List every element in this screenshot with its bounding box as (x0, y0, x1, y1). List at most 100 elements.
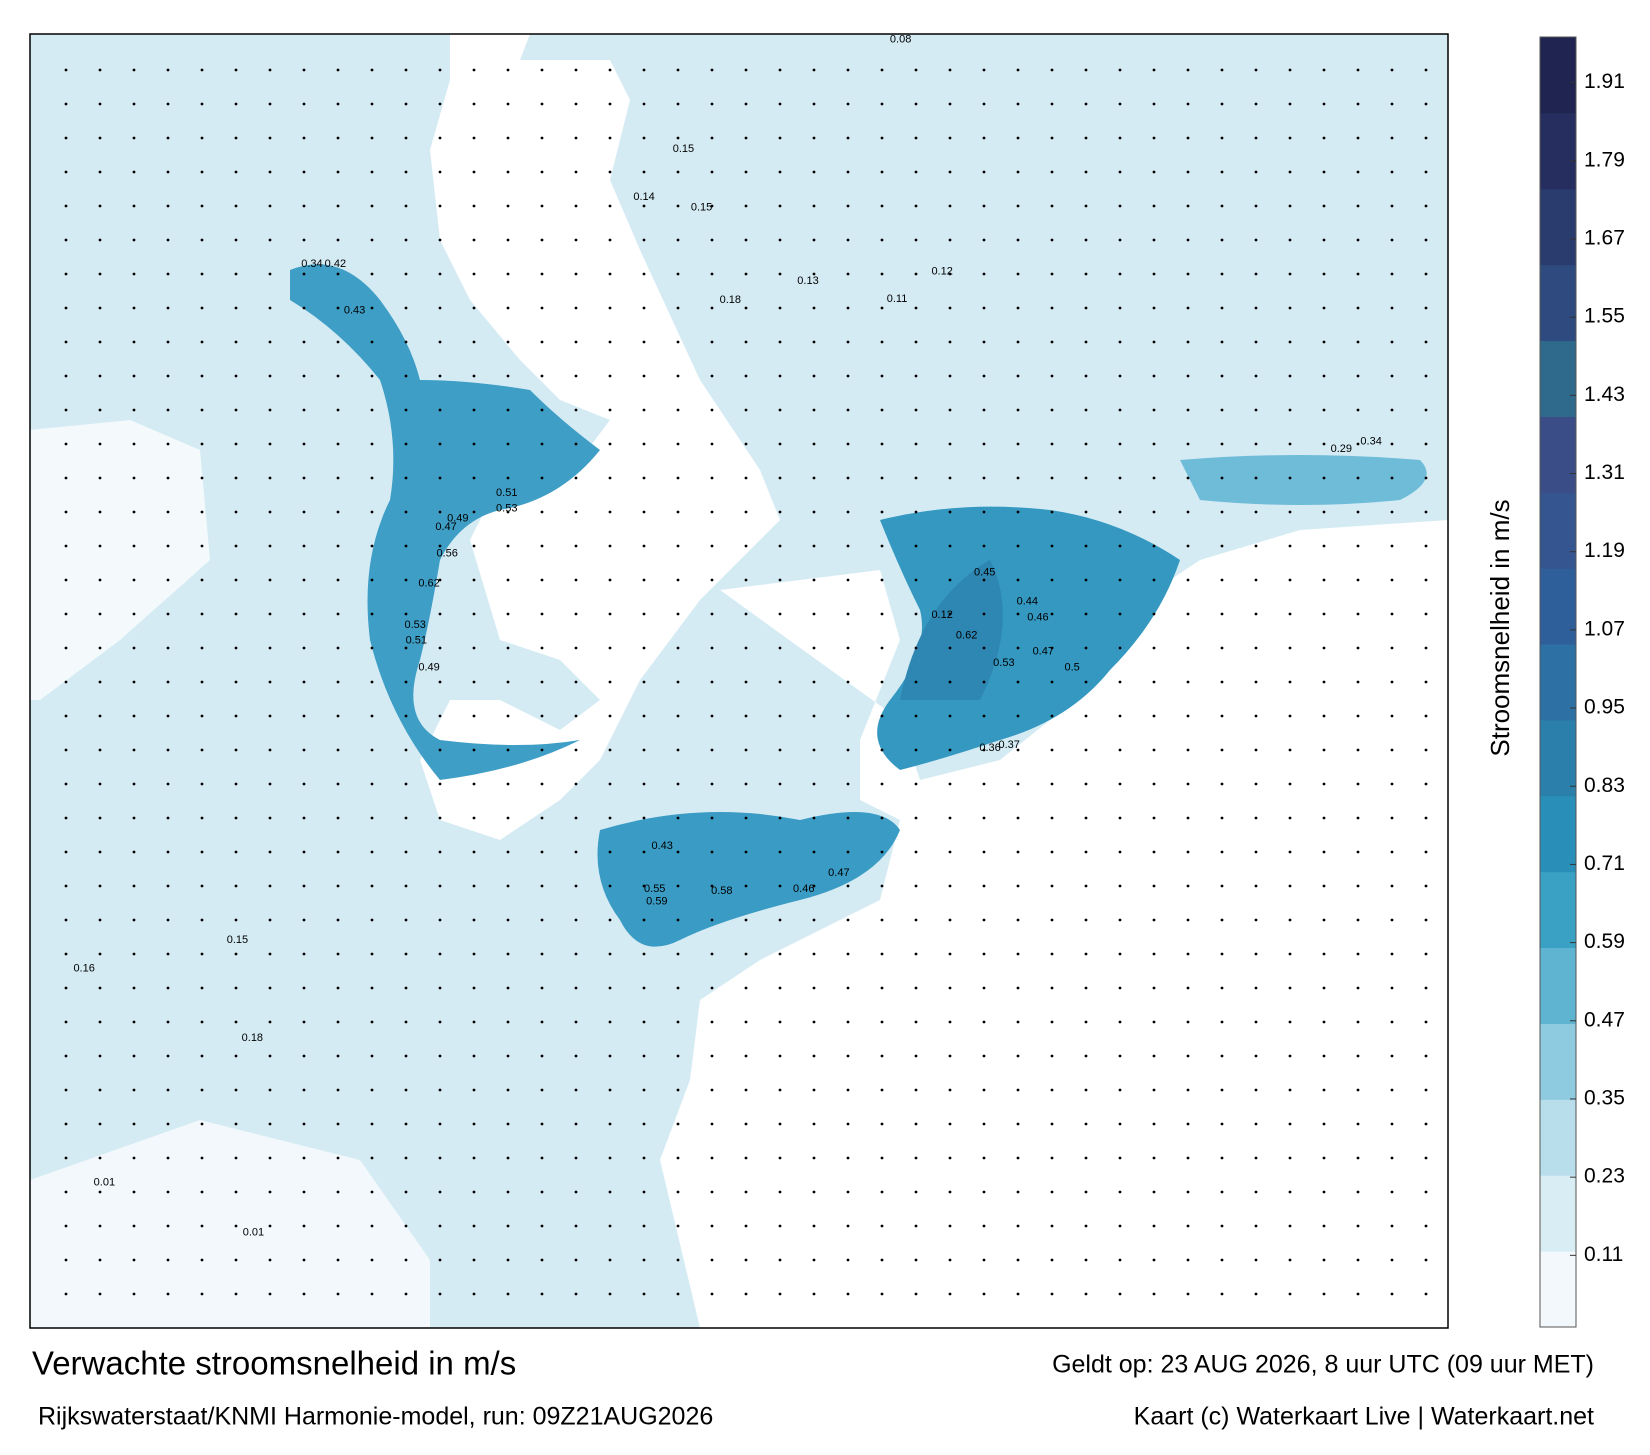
grid-dot (948, 476, 952, 480)
grid-dot (302, 1224, 306, 1228)
grid-dot (98, 884, 102, 888)
grid-dot (1084, 136, 1088, 140)
grid-dot (1356, 578, 1360, 582)
grid-dot (1186, 170, 1190, 174)
grid-dot (268, 884, 272, 888)
grid-dot (166, 136, 170, 140)
grid-dot (1288, 782, 1292, 786)
grid-dot (404, 1292, 408, 1296)
grid-dot (1322, 1020, 1326, 1024)
grid-dot (1288, 816, 1292, 820)
grid-dot (1322, 204, 1326, 208)
grid-dot (132, 816, 136, 820)
grid-dot (234, 1088, 238, 1092)
grid-dot (1152, 374, 1156, 378)
grid-dot (336, 136, 340, 140)
grid-dot (98, 1156, 102, 1160)
grid-dot (1288, 918, 1292, 922)
grid-dot (438, 782, 442, 786)
grid-dot (1016, 510, 1020, 514)
grid-dot (1322, 136, 1326, 140)
grid-dot (574, 408, 578, 412)
grid-dot (166, 578, 170, 582)
speed-label: 0.45 (974, 567, 995, 579)
grid-dot (200, 238, 204, 242)
grid-dot (1050, 850, 1054, 854)
grid-dot (1050, 578, 1054, 582)
grid-dot (948, 1122, 952, 1126)
grid-dot (710, 340, 714, 344)
colorbar-band (1540, 871, 1576, 949)
grid-dot (336, 714, 340, 718)
grid-dot (1186, 612, 1190, 616)
grid-dot (1152, 510, 1156, 514)
grid-dot (268, 272, 272, 276)
grid-dot (1390, 170, 1394, 174)
grid-dot (744, 612, 748, 616)
grid-dot (1152, 952, 1156, 956)
grid-dot (1050, 1156, 1054, 1160)
grid-dot (98, 170, 102, 174)
grid-dot (1050, 952, 1054, 956)
grid-dot (642, 612, 646, 616)
grid-dot (710, 612, 714, 616)
grid-dot (1016, 476, 1020, 480)
grid-dot (608, 340, 612, 344)
grid-dot (200, 612, 204, 616)
grid-dot (98, 408, 102, 412)
grid-dot (268, 1224, 272, 1228)
grid-dot (574, 612, 578, 616)
grid-dot (540, 408, 544, 412)
grid-dot (1322, 1088, 1326, 1092)
grid-dot (336, 816, 340, 820)
grid-dot (472, 1054, 476, 1058)
grid-dot (438, 170, 442, 174)
grid-dot (914, 748, 918, 752)
grid-dot (914, 782, 918, 786)
grid-dot (982, 136, 986, 140)
grid-dot (642, 442, 646, 446)
grid-dot (1152, 204, 1156, 208)
speed-label: 0.53 (496, 503, 517, 515)
grid-dot (200, 782, 204, 786)
grid-dot (132, 68, 136, 72)
grid-dot (1254, 986, 1258, 990)
grid-dot (982, 918, 986, 922)
grid-dot (1118, 612, 1122, 616)
grid-dot (1424, 408, 1428, 412)
grid-dot (540, 748, 544, 752)
grid-dot (608, 204, 612, 208)
grid-dot (710, 816, 714, 820)
grid-dot (1152, 1258, 1156, 1262)
grid-dot (1186, 102, 1190, 106)
grid-dot (608, 374, 612, 378)
grid-dot (642, 918, 646, 922)
grid-dot (1084, 1156, 1088, 1160)
grid-dot (506, 986, 510, 990)
grid-dot (166, 510, 170, 514)
grid-dot (710, 102, 714, 106)
speed-label: 0.15 (227, 934, 248, 946)
grid-dot (1050, 340, 1054, 344)
grid-dot (1118, 68, 1122, 72)
grid-dot (1322, 1224, 1326, 1228)
grid-dot (472, 918, 476, 922)
grid-dot (98, 510, 102, 514)
grid-dot (812, 578, 816, 582)
grid-dot (812, 68, 816, 72)
grid-dot (1186, 782, 1190, 786)
grid-dot (132, 238, 136, 242)
grid-dot (1424, 170, 1428, 174)
grid-dot (1322, 816, 1326, 820)
grid-dot (1424, 578, 1428, 582)
grid-dot (234, 272, 238, 276)
grid-dot (1152, 918, 1156, 922)
grid-dot (1152, 340, 1156, 344)
grid-dot (64, 952, 68, 956)
grid-dot (1356, 1258, 1360, 1262)
grid-dot (710, 136, 714, 140)
grid-dot (574, 1292, 578, 1296)
grid-dot (574, 918, 578, 922)
grid-dot (778, 884, 782, 888)
